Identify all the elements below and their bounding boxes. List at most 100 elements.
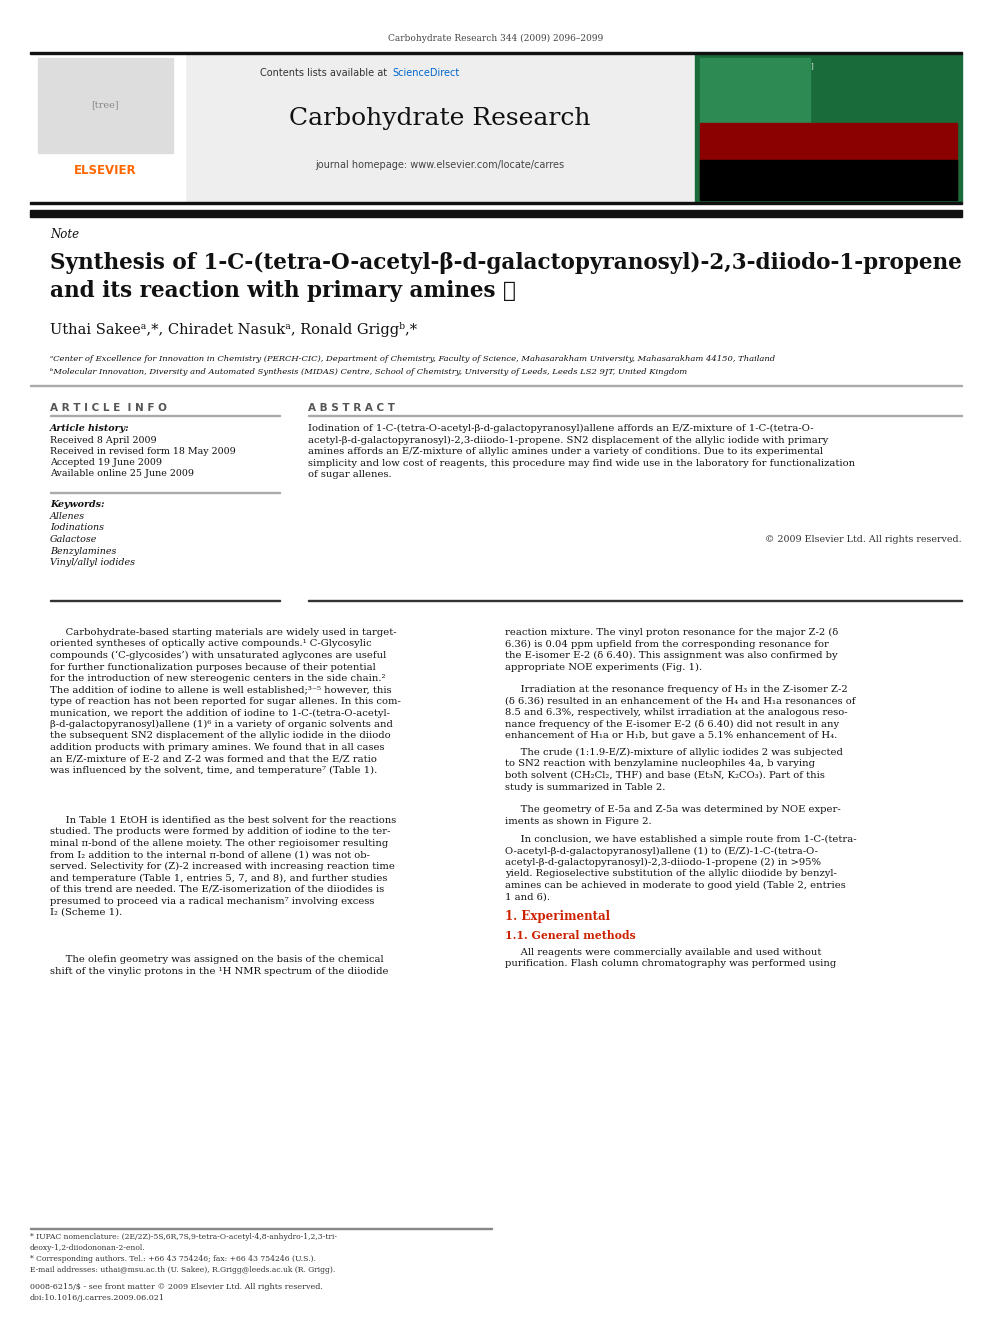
Text: E-mail addresses: uthai@msu.ac.th (U. Sakee), R.Grigg@leeds.ac.uk (R. Grigg).: E-mail addresses: uthai@msu.ac.th (U. Sa… xyxy=(30,1266,335,1274)
Text: presumed to proceed via a radical mechanism⁷ involving excess: presumed to proceed via a radical mechan… xyxy=(50,897,374,905)
Text: addition products with primary amines. We found that in all cases: addition products with primary amines. W… xyxy=(50,744,385,751)
Text: shift of the vinylic protons in the ¹H NMR spectrum of the diiodide: shift of the vinylic protons in the ¹H N… xyxy=(50,967,389,975)
Text: and its reaction with primary amines ☆: and its reaction with primary amines ☆ xyxy=(50,280,516,302)
Text: of this trend are needed. The E/Z-isomerization of the diiodides is: of this trend are needed. The E/Z-isomer… xyxy=(50,885,384,894)
Text: Allenes: Allenes xyxy=(50,512,85,521)
Text: * IUPAC nomenclature: (2E/2Z)-5S,6R,7S,9-tetra-O-acetyl-4,8-anhydro-1,2,3-tri-: * IUPAC nomenclature: (2E/2Z)-5S,6R,7S,9… xyxy=(30,1233,337,1241)
Text: RESEARCH: RESEARCH xyxy=(706,73,760,82)
Text: appropriate NOE experiments (Fig. 1).: appropriate NOE experiments (Fig. 1). xyxy=(505,663,702,672)
Text: doi:10.1016/j.carres.2009.06.021: doi:10.1016/j.carres.2009.06.021 xyxy=(30,1294,165,1302)
Text: Iodinations: Iodinations xyxy=(50,524,104,532)
Text: an E/Z-mixture of E-2 and Z-2 was formed and that the E/Z ratio: an E/Z-mixture of E-2 and Z-2 was formed… xyxy=(50,754,377,763)
Text: A R T I C L E  I N F O: A R T I C L E I N F O xyxy=(50,404,167,413)
Bar xyxy=(185,54,695,202)
Text: Contents lists available at: Contents lists available at xyxy=(260,67,390,78)
Text: from I₂ addition to the internal π-bond of allene (1) was not ob-: from I₂ addition to the internal π-bond … xyxy=(50,851,370,860)
Text: reaction mixture. The vinyl proton resonance for the major Z-2 (δ: reaction mixture. The vinyl proton reson… xyxy=(505,628,838,638)
Bar xyxy=(30,54,185,202)
Text: Received 8 April 2009: Received 8 April 2009 xyxy=(50,437,157,445)
Text: iments as shown in Figure 2.: iments as shown in Figure 2. xyxy=(505,816,652,826)
Text: In conclusion, we have established a simple route from 1-C-(tetra-: In conclusion, we have established a sim… xyxy=(505,835,857,844)
Bar xyxy=(38,58,173,153)
Text: ELSEVIER: ELSEVIER xyxy=(73,164,136,176)
Text: the E-isomer E-2 (δ 6.40). This assignment was also confirmed by: the E-isomer E-2 (δ 6.40). This assignme… xyxy=(505,651,837,660)
Text: Carbohydrate Research 344 (2009) 2096–2099: Carbohydrate Research 344 (2009) 2096–20… xyxy=(389,33,603,42)
Text: 1. Experimental: 1. Experimental xyxy=(505,910,610,923)
Text: ᵇMolecular Innovation, Diversity and Automated Synthesis (MIDAS) Centre, School : ᵇMolecular Innovation, Diversity and Aut… xyxy=(50,368,687,376)
Text: type of reaction has not been reported for sugar allenes. In this com-: type of reaction has not been reported f… xyxy=(50,697,401,706)
Text: Galactose: Galactose xyxy=(50,534,97,544)
Text: enhancement of H₁a or H₁b, but gave a 5.1% enhancement of H₄.: enhancement of H₁a or H₁b, but gave a 5.… xyxy=(505,732,837,740)
Text: β-d-galactopyranosyl)allene (1)⁶ in a variety of organic solvents and: β-d-galactopyranosyl)allene (1)⁶ in a va… xyxy=(50,720,393,729)
Bar xyxy=(700,123,957,198)
Text: and temperature (Table 1, entries 5, 7, and 8), and further studies: and temperature (Table 1, entries 5, 7, … xyxy=(50,873,387,882)
Text: O-acetyl-β-d-galactopyranosyl)allene (1) to (E/Z)-1-C-(tetra-O-: O-acetyl-β-d-galactopyranosyl)allene (1)… xyxy=(505,847,818,856)
Text: compounds (‘C-glycosides’) with unsaturated aglycones are useful: compounds (‘C-glycosides’) with unsatura… xyxy=(50,651,386,660)
Text: served. Selectivity for (Z)-2 increased with increasing reaction time: served. Selectivity for (Z)-2 increased … xyxy=(50,863,395,871)
Text: In Table 1 EtOH is identified as the best solvent for the reactions: In Table 1 EtOH is identified as the bes… xyxy=(50,816,396,826)
Text: amines affords an E/Z-mixture of allylic amines under a variety of conditions. D: amines affords an E/Z-mixture of allylic… xyxy=(308,447,823,456)
Text: munication, we report the addition of iodine to 1-C-(tetra-O-acetyl-: munication, we report the addition of io… xyxy=(50,709,390,717)
Text: both solvent (CH₂Cl₂, THF) and base (Et₃N, K₂CO₃). Part of this: both solvent (CH₂Cl₂, THF) and base (Et₃… xyxy=(505,771,825,781)
Text: the subsequent SN2 displacement of the allylic iodide in the diiodo: the subsequent SN2 displacement of the a… xyxy=(50,732,391,741)
Bar xyxy=(30,52,962,54)
Bar xyxy=(700,160,957,200)
Text: acetyl-β-d-galactopyranosyl)-2,3-diiodo-1-propene (2) in >95%: acetyl-β-d-galactopyranosyl)-2,3-diiodo-… xyxy=(505,859,821,867)
Text: ᵃCenter of Excellence for Innovation in Chemistry (PERCH-CIC), Department of Che: ᵃCenter of Excellence for Innovation in … xyxy=(50,355,775,363)
Text: 1 and 6).: 1 and 6). xyxy=(505,893,550,901)
Text: Carbohydrate: Carbohydrate xyxy=(706,64,754,70)
Text: for further functionalization purposes because of their potential: for further functionalization purposes b… xyxy=(50,663,376,672)
Text: yield. Regioselective substitution of the allylic diiodide by benzyl-: yield. Regioselective substitution of th… xyxy=(505,869,837,878)
Text: © 2009 Elsevier Ltd. All rights reserved.: © 2009 Elsevier Ltd. All rights reserved… xyxy=(766,534,962,544)
Text: was influenced by the solvent, time, and temperature⁷ (Table 1).: was influenced by the solvent, time, and… xyxy=(50,766,377,775)
Text: Synthesis of 1-C-(tetra-O-acetyl-β-d-galactopyranosyl)-2,3-diiodo-1-propene: Synthesis of 1-C-(tetra-O-acetyl-β-d-gal… xyxy=(50,251,962,274)
Bar xyxy=(30,202,962,204)
Text: nance frequency of the E-isomer E-2 (δ 6.40) did not result in any: nance frequency of the E-isomer E-2 (δ 6… xyxy=(505,720,839,729)
Text: The addition of iodine to allene is well established;³⁻⁵ however, this: The addition of iodine to allene is well… xyxy=(50,685,392,695)
Text: * Corresponding authors. Tel.: +66 43 754246; fax: +66 43 754246 (U.S.).: * Corresponding authors. Tel.: +66 43 75… xyxy=(30,1256,315,1263)
Text: deoxy-1,2-diiodononan-2-enol.: deoxy-1,2-diiodononan-2-enol. xyxy=(30,1244,146,1252)
Text: journal homepage: www.elsevier.com/locate/carres: journal homepage: www.elsevier.com/locat… xyxy=(315,160,564,169)
Text: amines can be achieved in moderate to good yield (Table 2, entries: amines can be achieved in moderate to go… xyxy=(505,881,846,890)
Text: 1.1. General methods: 1.1. General methods xyxy=(505,930,636,941)
Text: Uthai Sakeeᵃ,*, Chiradet Nasukᵃ, Ronald Griggᵇ,*: Uthai Sakeeᵃ,*, Chiradet Nasukᵃ, Ronald … xyxy=(50,321,417,337)
Text: Carbohydrate Research: Carbohydrate Research xyxy=(290,106,591,130)
Text: of sugar allenes.: of sugar allenes. xyxy=(308,470,392,479)
Text: 0008-6215/$ - see front matter © 2009 Elsevier Ltd. All rights reserved.: 0008-6215/$ - see front matter © 2009 El… xyxy=(30,1283,322,1291)
Text: Accepted 19 June 2009: Accepted 19 June 2009 xyxy=(50,458,162,467)
Text: for the introduction of new stereogenic centers in the side chain.²: for the introduction of new stereogenic … xyxy=(50,673,386,683)
Text: (δ 6.36) resulted in an enhancement of the H₄ and H₁a resonances of: (δ 6.36) resulted in an enhancement of t… xyxy=(505,696,855,705)
Text: minal π-bond of the allene moiety. The other regioisomer resulting: minal π-bond of the allene moiety. The o… xyxy=(50,839,388,848)
Text: simplicity and low cost of reagents, this procedure may find wide use in the lab: simplicity and low cost of reagents, thi… xyxy=(308,459,855,467)
Text: Note: Note xyxy=(50,228,79,241)
Text: The geometry of E-5a and Z-5a was determined by NOE exper-: The geometry of E-5a and Z-5a was determ… xyxy=(505,804,841,814)
Text: The crude (1:1.9-E/Z)-mixture of allylic iodides 2 was subjected: The crude (1:1.9-E/Z)-mixture of allylic… xyxy=(505,747,843,757)
Text: studied. The products were formed by addition of iodine to the ter-: studied. The products were formed by add… xyxy=(50,827,391,836)
Text: A B S T R A C T: A B S T R A C T xyxy=(308,404,395,413)
Text: oriented syntheses of optically active compounds.¹ C-Glycosylic: oriented syntheses of optically active c… xyxy=(50,639,372,648)
Text: [ ]: [ ] xyxy=(806,62,813,70)
Text: Received in revised form 18 May 2009: Received in revised form 18 May 2009 xyxy=(50,447,236,456)
Text: ScienceDirect: ScienceDirect xyxy=(392,67,459,78)
Text: Iodination of 1-C-(tetra-O-acetyl-β-d-galactopyranosyl)allene affords an E/Z-mix: Iodination of 1-C-(tetra-O-acetyl-β-d-ga… xyxy=(308,423,813,433)
Text: All reagents were commercially available and used without: All reagents were commercially available… xyxy=(505,949,821,957)
Text: Vinyl/allyl iodides: Vinyl/allyl iodides xyxy=(50,558,135,568)
Text: Carbohydrate-based starting materials are widely used in target-: Carbohydrate-based starting materials ar… xyxy=(50,628,397,636)
Text: Benzylamines: Benzylamines xyxy=(50,546,116,556)
Bar xyxy=(30,210,962,217)
Bar xyxy=(700,58,810,123)
Text: purification. Flash column chromatography was performed using: purification. Flash column chromatograph… xyxy=(505,959,836,968)
Text: The olefin geometry was assigned on the basis of the chemical: The olefin geometry was assigned on the … xyxy=(50,955,384,964)
Text: to SN2 reaction with benzylamine nucleophiles 4a, b varying: to SN2 reaction with benzylamine nucleop… xyxy=(505,759,815,769)
Text: [tree]: [tree] xyxy=(91,101,119,110)
Bar xyxy=(695,54,962,202)
Text: study is summarized in Table 2.: study is summarized in Table 2. xyxy=(505,782,666,791)
Text: I₂ (Scheme 1).: I₂ (Scheme 1). xyxy=(50,908,122,917)
Text: Keywords:: Keywords: xyxy=(50,500,104,509)
Text: 8.5 and 6.3%, respectively, whilst irradiation at the analogous reso-: 8.5 and 6.3%, respectively, whilst irrad… xyxy=(505,708,847,717)
Text: acetyl-β-d-galactopyranosyl)-2,3-diiodo-1-propene. SN2 displacement of the allyl: acetyl-β-d-galactopyranosyl)-2,3-diiodo-… xyxy=(308,435,828,445)
Text: Available online 25 June 2009: Available online 25 June 2009 xyxy=(50,468,194,478)
Text: 6.36) is 0.04 ppm upfield from the corresponding resonance for: 6.36) is 0.04 ppm upfield from the corre… xyxy=(505,639,829,648)
Text: Article history:: Article history: xyxy=(50,423,130,433)
Text: An International Journal: An International Journal xyxy=(706,82,764,87)
